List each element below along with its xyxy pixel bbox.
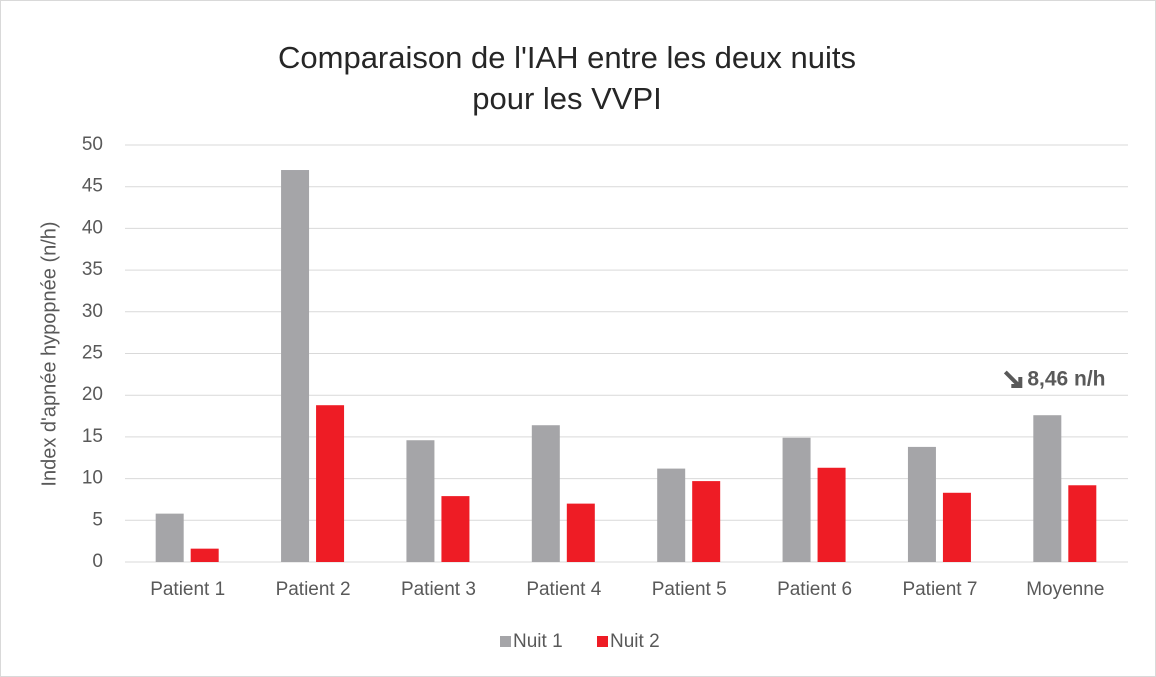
x-tick-label: Patient 5 <box>652 579 727 600</box>
bar <box>531 425 560 562</box>
y-tick-label: 5 <box>92 509 103 530</box>
y-tick-label: 30 <box>82 301 103 322</box>
annotation-arrow <box>1003 370 1023 388</box>
x-tick-label: Patient 1 <box>150 579 225 600</box>
bar <box>155 513 184 562</box>
bar <box>1033 415 1062 562</box>
bar <box>1068 485 1097 562</box>
bar <box>316 405 345 562</box>
annotation: 8,46 n/h <box>1027 368 1105 391</box>
y-tick-label: 40 <box>82 217 103 238</box>
y-tick-label: 20 <box>82 384 103 405</box>
bar <box>190 548 219 562</box>
y-tick-label: 45 <box>82 176 103 197</box>
legend-swatch <box>500 636 511 647</box>
bar <box>907 446 936 562</box>
x-tick-label: Moyenne <box>1026 579 1104 600</box>
y-tick-label: 15 <box>82 426 103 447</box>
y-tick-label: 25 <box>82 343 103 364</box>
bar <box>406 440 435 562</box>
legend-swatch <box>597 636 608 647</box>
bar <box>817 467 846 562</box>
y-tick-label: 10 <box>82 468 103 489</box>
x-tick-label: Patient 2 <box>276 579 351 600</box>
y-axis-label: Index d'apnée hypopnée (n/h) <box>38 221 60 486</box>
x-tick-label: Patient 4 <box>526 579 601 600</box>
y-tick-label: 50 <box>82 134 103 155</box>
legend-label: Nuit 1 <box>513 631 563 652</box>
chart-title: pour les VVPI <box>472 81 662 116</box>
x-tick-label: Patient 6 <box>777 579 852 600</box>
y-tick-label: 35 <box>82 259 103 280</box>
x-tick-label: Patient 3 <box>401 579 476 600</box>
bar <box>942 492 971 562</box>
bar <box>566 503 595 562</box>
chart-title: Comparaison de l'IAH entre les deux nuit… <box>278 40 856 75</box>
y-tick-label: 0 <box>92 551 103 572</box>
bar <box>441 496 470 562</box>
bar <box>692 481 721 562</box>
legend-label: Nuit 2 <box>610 631 660 652</box>
x-tick-label: Patient 7 <box>902 579 977 600</box>
bar <box>281 170 310 562</box>
bar <box>782 437 811 562</box>
bar <box>657 468 686 562</box>
